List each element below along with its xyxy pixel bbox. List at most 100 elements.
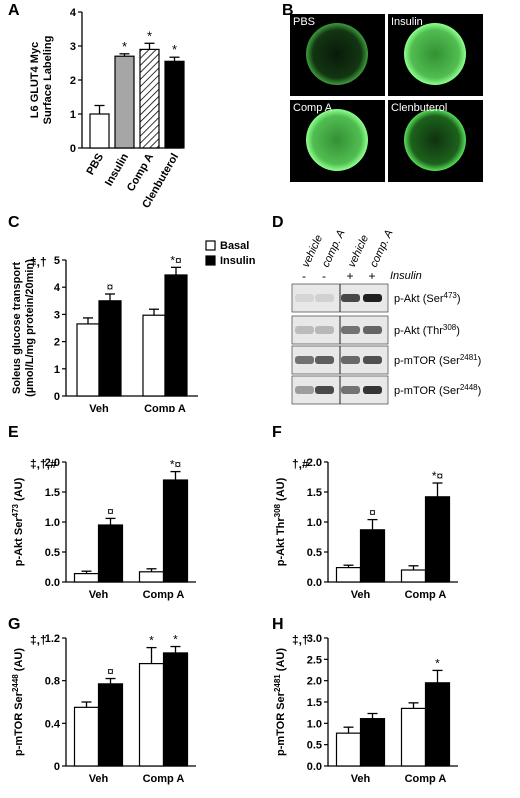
blot-row-label: p-Akt (Thr308) — [394, 323, 460, 337]
significance-marker: *¤ — [170, 458, 182, 472]
y-tick-label: 4 — [54, 282, 61, 294]
y-axis-label: p-Akt Ser473 (AU) — [11, 477, 25, 566]
panel-letter-h: H — [272, 616, 284, 633]
blot-band — [295, 294, 314, 302]
significance-label: ‡,† — [292, 633, 309, 647]
y-tick-label: 0.0 — [307, 577, 322, 589]
panel-letter-b: B — [282, 2, 294, 19]
blot-row-label: p-mTOR (Ser2481) — [394, 353, 481, 367]
lane-header: comp. A — [368, 228, 396, 269]
y-tick-label: 2.0 — [307, 457, 322, 469]
y-tick-label: 0.5 — [307, 740, 322, 752]
y-tick-label: 3 — [54, 309, 60, 321]
blot-band — [295, 356, 314, 364]
bar — [162, 652, 189, 767]
significance-label: ‡,†,# — [30, 457, 57, 471]
y-tick-label: 2 — [54, 337, 60, 349]
y-tick-label: 1.5 — [307, 487, 322, 499]
y-tick-label: 2.0 — [45, 457, 60, 469]
blot-row-label: p-mTOR (Ser2448) — [394, 383, 481, 397]
significance-marker: ¤ — [369, 506, 376, 520]
panel-letter-a: A — [8, 2, 20, 19]
bar — [97, 524, 124, 583]
y-tick-label: 0.0 — [45, 577, 60, 589]
x-tick-label: Veh — [89, 589, 109, 601]
bar — [139, 48, 160, 149]
significance-marker: * — [147, 28, 152, 43]
y-tick-label: 3.0 — [307, 633, 322, 645]
y-tick-label: 0.5 — [307, 547, 322, 559]
bar — [89, 113, 110, 149]
blot-band — [315, 294, 334, 302]
y-tick-label: 2.0 — [307, 676, 322, 688]
y-tick-label: 2.5 — [307, 654, 322, 666]
significance-marker: *¤ — [170, 253, 182, 267]
x-tick-label: Comp A — [405, 589, 447, 601]
y-axis-label: p-mTOR Ser2448 (AU) — [11, 648, 25, 756]
legend-swatch-insulin — [205, 255, 216, 266]
bar — [162, 479, 189, 583]
y-tick-label: 3 — [70, 41, 76, 53]
y-tick-label: 0 — [54, 391, 60, 403]
micrograph-label: PBS — [293, 16, 316, 28]
significance-marker: ¤ — [107, 665, 114, 679]
y-tick-label: 2 — [70, 75, 76, 87]
blot-band — [315, 356, 334, 364]
blot-band — [341, 294, 360, 302]
micrograph-comp-a: Comp A — [290, 100, 385, 182]
y-tick-label: 1.5 — [45, 487, 60, 499]
bar — [114, 55, 135, 149]
y-tick-label: 5 — [54, 255, 60, 267]
bar — [400, 569, 427, 583]
micrograph-clenbuterol: Clenbuterol — [388, 100, 483, 182]
blot-band — [363, 386, 382, 394]
y-tick-label: 0.0 — [307, 761, 322, 773]
chart-c-glucose-transport: 0 1 2 3 4 5 Soleus glucose transport(µmol/L/mg… — [11, 240, 256, 412]
lane-sign: + — [346, 269, 353, 283]
bar — [98, 300, 122, 397]
bar — [142, 314, 166, 397]
bar — [424, 682, 451, 767]
blot-band — [341, 326, 360, 334]
x-tick-label: Comp A — [143, 773, 185, 785]
insulin-label: Insulin — [390, 270, 422, 282]
blot-band — [341, 386, 360, 394]
lane-sign: - — [322, 269, 326, 283]
panel-letter-g: G — [8, 616, 21, 633]
blot-band — [295, 326, 314, 334]
legend-label-basal: Basal — [220, 240, 249, 252]
y-tick-label: 0.5 — [45, 547, 60, 559]
x-tick-label: Comp A — [405, 773, 447, 785]
legend-swatch-basal — [205, 240, 216, 251]
bar — [76, 323, 100, 397]
bar — [335, 567, 362, 583]
significance-marker: * — [149, 634, 154, 648]
y-tick-label: 1 — [70, 109, 76, 121]
x-tick-label: Veh — [89, 773, 109, 785]
y-tick-label: 0 — [70, 143, 76, 155]
panel-letter-e: E — [8, 424, 19, 441]
cell-image — [306, 109, 368, 171]
bar — [73, 706, 100, 767]
cell-image — [404, 109, 466, 171]
significance-marker: * — [172, 42, 177, 57]
significance-label: †,# — [292, 457, 309, 471]
y-tick-label: 0 — [54, 761, 60, 773]
bar — [335, 732, 362, 767]
micrograph-label: Clenbuterol — [391, 102, 448, 114]
blot-row-label: p-Akt (Ser473) — [394, 291, 461, 305]
bar — [359, 529, 386, 583]
significance-marker: ¤ — [107, 280, 114, 294]
blot-band — [363, 326, 382, 334]
x-tick-label: Comp A — [143, 589, 185, 601]
micrograph-label: Comp A — [293, 102, 333, 114]
bar — [424, 496, 451, 583]
micrograph-pbs: PBS — [290, 14, 385, 96]
blot-band — [363, 356, 382, 364]
significance-marker: * — [435, 656, 440, 670]
y-tick-label: 1.5 — [307, 697, 322, 709]
blot-band — [341, 356, 360, 364]
blot-band — [363, 294, 382, 302]
lane-sign: + — [368, 269, 375, 283]
